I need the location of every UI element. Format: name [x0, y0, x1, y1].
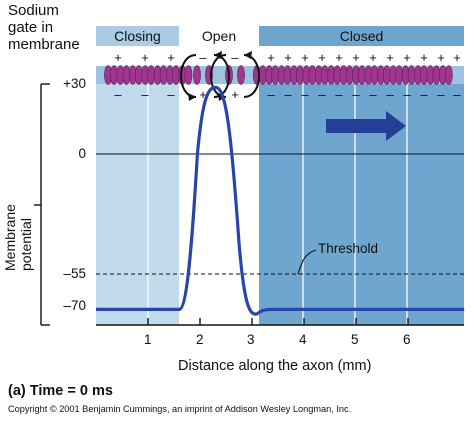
charge-plus: + — [284, 50, 292, 65]
charge-plus: + — [231, 87, 239, 102]
charge-minus: – — [386, 87, 394, 102]
charge-minus: – — [141, 87, 149, 102]
threshold-leader — [297, 249, 317, 275]
charge-minus: – — [437, 87, 445, 102]
charge-minus: – — [231, 50, 239, 65]
y-tick-label: 0 — [78, 146, 86, 161]
sodium-gate-closed — [401, 65, 416, 85]
closing-header — [96, 26, 179, 46]
zone-label-closed: Closed — [339, 28, 384, 44]
sodium-gate-closed — [128, 65, 143, 85]
charge-plus: + — [301, 50, 309, 65]
charge-minus: – — [114, 87, 122, 102]
charge-minus: – — [420, 87, 428, 102]
charge-plus: + — [352, 50, 360, 65]
threshold-label: Threshold — [318, 241, 379, 256]
x-tick-label: 2 — [196, 332, 204, 347]
x-tick-marks — [147, 318, 409, 325]
x-axis-label: Distance along the axon (mm) — [178, 358, 372, 374]
charge-minus: – — [267, 87, 275, 102]
sodium-gate-closed — [376, 65, 391, 85]
sodium-gate-closed — [104, 65, 118, 85]
charge-minus: – — [318, 87, 326, 102]
sodium-gate-closed — [166, 65, 180, 85]
gate-label-line: Sodium — [8, 2, 59, 19]
charge-minus: – — [335, 87, 343, 102]
sodium-gate-closed — [265, 65, 280, 85]
y-tick-label: +30 — [63, 76, 86, 91]
membrane-charges: +–+–+–+–+–+–+–+–+–+–+–+–+–+–+–– –+ + — [114, 50, 461, 102]
charge-minus: – — [199, 50, 207, 65]
x-tick-label: 5 — [351, 332, 359, 347]
sodium-gate-closed — [314, 65, 329, 85]
charge-minus: – — [284, 87, 292, 102]
charge-minus: – — [403, 87, 411, 102]
propagation-arrow-icon — [326, 111, 406, 141]
sodium-gate-open — [225, 65, 245, 85]
charge-plus: + — [369, 50, 377, 65]
charge-plus: + — [437, 50, 445, 65]
x-tick-label: 3 — [247, 332, 255, 347]
sodium-gate-closed — [426, 65, 441, 85]
charge-plus: + — [318, 50, 326, 65]
gate-label-line: gate in — [8, 19, 54, 36]
y-axis — [34, 83, 50, 326]
charge-plus: + — [199, 87, 207, 102]
charge-plus: + — [167, 50, 175, 65]
sodium-gate-closed — [438, 65, 453, 85]
charge-plus: + — [141, 50, 149, 65]
copyright-notice: Copyright © 2001 Benjamin Cummings, an i… — [8, 404, 352, 414]
action-potential-curve — [96, 85, 465, 316]
charge-plus: + — [335, 50, 343, 65]
sodium-gate-closed — [352, 65, 366, 85]
x-tick-label: 4 — [299, 332, 307, 347]
zone-label-open: Open — [201, 28, 237, 44]
closed-band — [259, 80, 464, 325]
x-tick-label: 6 — [403, 332, 411, 347]
y-tick-label: –70 — [63, 298, 86, 313]
gate-label-line: membrane — [8, 36, 80, 53]
closing-band — [96, 80, 179, 325]
charge-minus: – — [301, 87, 309, 102]
sodium-gate-closed — [141, 65, 156, 85]
sodium-gate-closed — [153, 65, 168, 85]
charge-minus: – — [453, 87, 461, 102]
charge-plus: + — [386, 50, 394, 65]
closed-header — [259, 26, 464, 46]
charge-plus: + — [267, 50, 275, 65]
x-tick-label: 1 — [144, 332, 152, 347]
sodium-gate-closed — [414, 65, 428, 85]
y-axis-label: Membrane potential — [2, 204, 34, 271]
figure-caption: (a) Time = 0 ms — [8, 383, 113, 399]
zone-label-closing: Closing — [114, 28, 161, 44]
sodium-gate-closed — [339, 65, 354, 85]
y-tick-label: –55 — [63, 266, 86, 281]
charge-plus: + — [403, 50, 411, 65]
charge-plus: + — [114, 50, 122, 65]
sodium-gate-closed — [116, 65, 131, 85]
sodium-gate-closed — [302, 65, 317, 85]
charge-minus: – — [369, 87, 377, 102]
sodium-gate-closed — [277, 65, 292, 85]
sodium-gate-label: Sodium gate in membrane — [8, 2, 80, 53]
sodium-gate-closed — [389, 65, 404, 85]
charge-minus: – — [352, 87, 360, 102]
sodium-gates — [104, 65, 453, 85]
charge-minus: – — [167, 87, 175, 102]
charge-plus: + — [453, 50, 461, 65]
charge-plus: + — [420, 50, 428, 65]
sodium-gate-closed — [364, 65, 379, 85]
sodium-gate-closed — [290, 65, 304, 85]
